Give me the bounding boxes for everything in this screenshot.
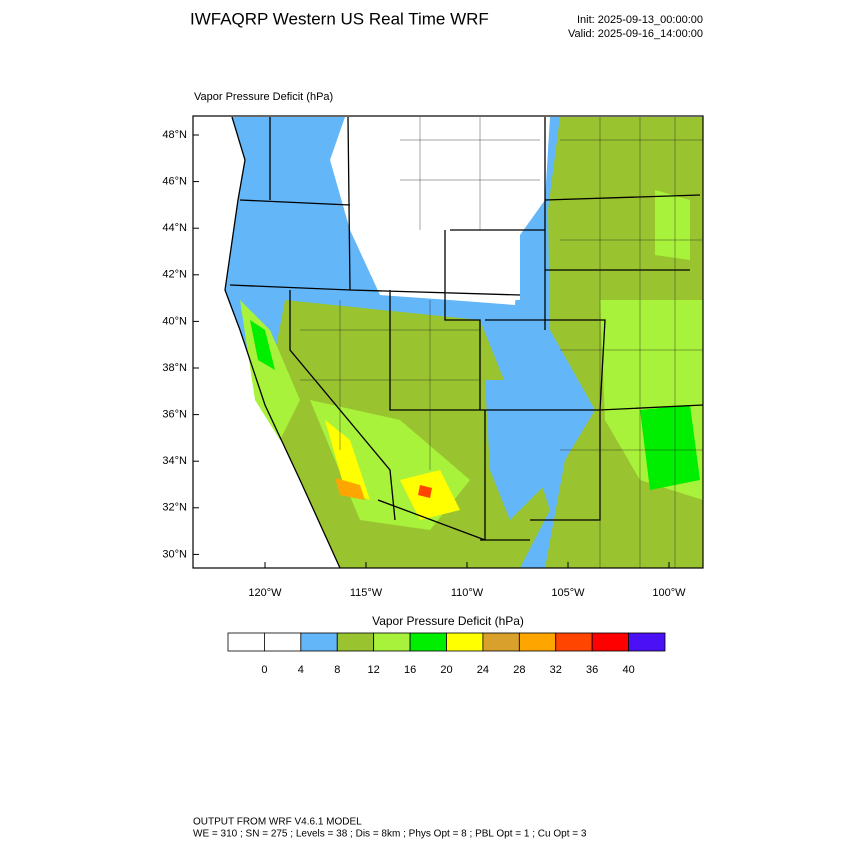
lat-label: 34°N [162,455,187,467]
init-time: Init: 2025-09-13_00:00:00 [577,14,703,26]
region [485,380,560,520]
lon-label: 100°W [652,587,686,599]
footer-line: WE = 310 ; SN = 275 ; Levels = 38 ; Dis … [193,829,587,840]
lat-label: 40°N [162,315,187,327]
colorbar-label: 28 [513,664,525,676]
lat-label: 42°N [162,269,187,281]
region [325,420,370,500]
colorbar-label: 36 [586,664,598,676]
colorbar-label: 4 [298,664,304,676]
colorbar-box [336,632,375,652]
colorbar-box [264,632,302,652]
lat-label: 30°N [162,548,187,560]
region [250,320,275,370]
colorbar-box [518,632,557,652]
lat-label: 32°N [162,502,187,514]
colorbar-box [409,632,447,652]
colorbar-label: 16 [404,664,416,676]
title: IWFAQRP Western US Real Time WRF [190,9,489,28]
lat-label: 36°N [162,409,187,421]
region [640,405,700,490]
colorbar-label: 32 [550,664,562,676]
map [193,116,703,568]
colorbar-box [628,632,666,652]
colorbar-box [227,632,265,652]
footer-line: OUTPUT FROM WRF V4.6.1 MODEL [193,817,362,828]
lat-label: 38°N [162,362,187,374]
colorbar-label: 40 [622,664,634,676]
region [655,190,690,260]
map-title: Vapor Pressure Deficit (hPa) [194,91,333,103]
colorbar: 0 4 8 12 16 20 24 28 32 36 40 [227,632,666,676]
colorbar-label: 0 [261,664,267,676]
lat-label: 46°N [162,176,187,188]
lon-label: 115°W [350,587,383,599]
region [335,478,365,500]
region [418,485,432,498]
lon-label: 110°W [451,587,484,599]
lon-label: 105°W [551,587,585,599]
colorbar-box [591,632,629,652]
region [450,225,520,300]
map-frame [192,115,704,569]
valid-time: Valid: 2025-09-16_14:00:00 [568,28,703,40]
colorbar-label: 12 [368,664,380,676]
colorbar-box [300,632,338,652]
colorbar-label: 24 [477,664,489,676]
colorbar-box [446,632,484,652]
lon-label: 120°W [248,587,282,599]
colorbar-label: 8 [334,664,340,676]
lat-label: 44°N [162,222,187,234]
axes: 48°N 46°N 44°N 42°N 40°N 38°N 36°N 34°N 32°N 30°N… [162,129,686,599]
colorbar-box [482,632,520,652]
colorbar-label: 20 [440,664,452,676]
lat-label: 48°N [162,129,187,141]
colorbar-box [373,632,411,652]
colorbar-box [555,632,593,652]
colorbar-title: Vapor Pressure Deficit (hPa) [372,614,524,628]
